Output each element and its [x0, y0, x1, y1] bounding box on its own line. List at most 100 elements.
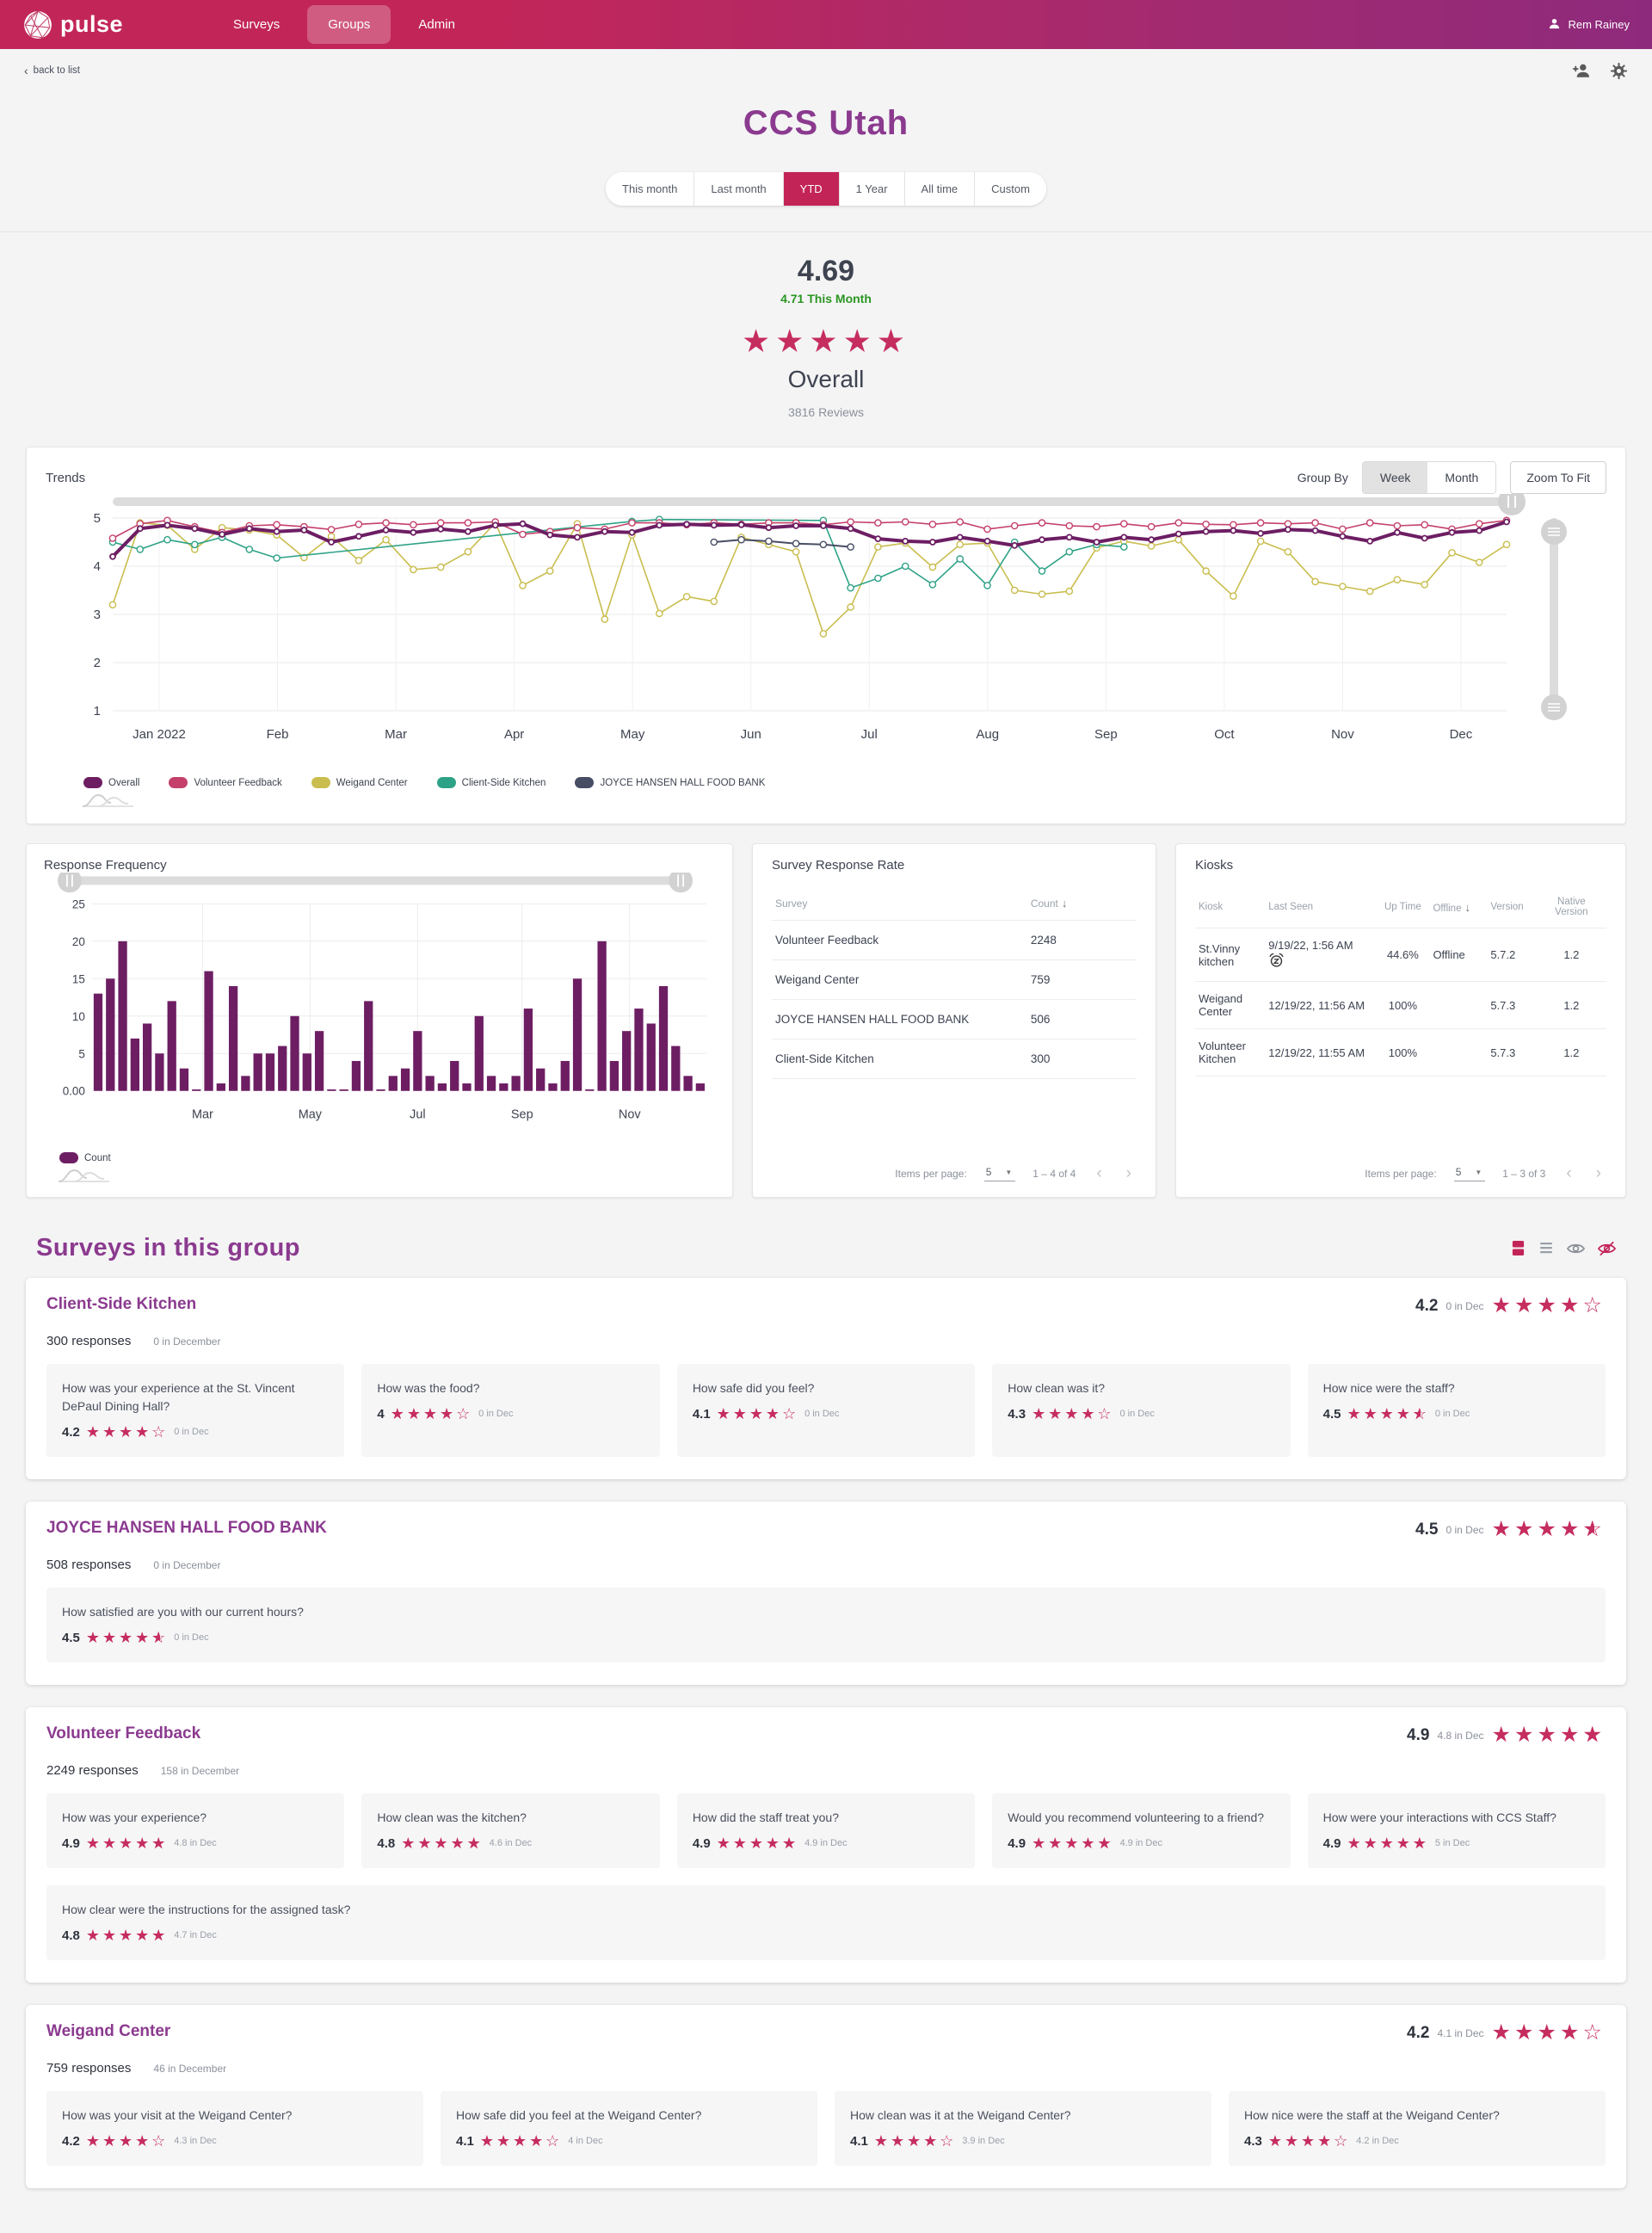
nav-item-surveys[interactable]: Surveys: [233, 17, 280, 32]
table-row[interactable]: JOYCE HANSEN HALL FOOD BANK 506: [772, 999, 1137, 1039]
h-scrollbar[interactable]: [69, 876, 681, 885]
survey-rating: 4.2 0 in Dec ★ ★ ★ ★ ☆: [1415, 1295, 1606, 1317]
star-icon: ★: [1491, 1293, 1511, 1317]
x-tick-label: Feb: [267, 727, 289, 742]
filter-this-month[interactable]: This month: [606, 172, 695, 206]
next-page-button[interactable]: ›: [1125, 1164, 1131, 1182]
list-view-icon[interactable]: [1538, 1241, 1554, 1256]
table-row[interactable]: Weigand Center 759: [772, 959, 1137, 1000]
series-joyce-hansen-hall-food-bank: [710, 535, 854, 551]
responses-in-month: 0 in December: [153, 1559, 221, 1571]
filter-last-month[interactable]: Last month: [694, 172, 784, 206]
h-scrollbar-handle[interactable]: [1498, 488, 1526, 515]
filter-all-time[interactable]: All time: [904, 172, 976, 206]
bar: [204, 971, 213, 1091]
previous-page-button[interactable]: ‹: [1096, 1164, 1102, 1182]
star-outline: ☆: [876, 323, 905, 359]
column-header-kiosk[interactable]: Kiosk: [1199, 902, 1224, 912]
trends-panel: Trends Group By Week Month Zoom To Fit 5 4…: [26, 447, 1626, 824]
gear-icon[interactable]: [1610, 62, 1628, 80]
rating-value: 4.2: [1407, 2023, 1430, 2042]
page-title: CCS Utah: [743, 104, 909, 142]
user-menu[interactable]: Rem Rainey: [1548, 17, 1630, 33]
star-icon: ★: [1048, 1835, 1063, 1852]
column-header-native-version[interactable]: Native Version: [1555, 897, 1588, 917]
table-row[interactable]: Volunteer Feedback 2248: [772, 920, 1137, 960]
score-reviews: 3816 Reviews: [788, 405, 864, 419]
table-cell: Volunteer Feedback: [772, 920, 1027, 960]
rating-note: 0 in Dec: [1446, 1299, 1484, 1312]
group-by-week[interactable]: Week: [1362, 462, 1428, 493]
star-icon: ★: [135, 1835, 150, 1852]
count-swatch: [59, 1152, 78, 1163]
cards-view-icon[interactable]: [1511, 1240, 1526, 1256]
next-page-button[interactable]: ›: [1595, 1164, 1601, 1182]
survey-title[interactable]: Weigand Center: [46, 2022, 171, 2040]
star-icon: ★: [1560, 1293, 1580, 1317]
kiosk-row[interactable]: St.Vinny kitchen 9/19/22, 1:56 AM 44.6% Off…: [1195, 928, 1606, 982]
v-scrollbar[interactable]: [1550, 518, 1558, 711]
h-scrollbar-handle[interactable]: [57, 868, 82, 893]
column-header-count[interactable]: Count ↓: [1030, 897, 1068, 910]
page-size-select[interactable]: 5 ▼: [1453, 1166, 1486, 1181]
y-tick-label: 1: [94, 704, 101, 719]
survey-title[interactable]: Client-Side Kitchen: [46, 1295, 197, 1313]
star-icon: ★: [439, 1405, 454, 1422]
column-header-up-time[interactable]: Up Time: [1384, 902, 1421, 912]
survey-rating: 4.5 0 in Dec ★ ★ ★ ★ ☆ ★: [1415, 1519, 1606, 1540]
x-tick-label: May: [620, 727, 645, 742]
back-to-list-link[interactable]: ‹ back to list: [24, 64, 80, 77]
h-scrollbar-handle[interactable]: [669, 868, 693, 893]
nav-item-groups[interactable]: Groups: [307, 5, 391, 44]
survey-title[interactable]: Volunteer Feedback: [46, 1724, 201, 1743]
bar: [560, 1060, 570, 1091]
star-icon: ★: [85, 2132, 100, 2150]
filter-1-year[interactable]: 1 Year: [839, 172, 905, 206]
sort-desc-icon: ↓: [1464, 900, 1470, 914]
nav-item-admin[interactable]: Admin: [418, 17, 455, 32]
legend-item-joyce-hansen-hall-food-bank: JOYCE HANSEN HALL FOOD BANK: [575, 777, 765, 788]
column-header-last-seen[interactable]: Last Seen: [1268, 902, 1314, 912]
v-scrollbar-handle[interactable]: [1541, 694, 1567, 720]
group-by-month[interactable]: Month: [1427, 462, 1496, 493]
user-icon: [1548, 17, 1561, 33]
filter-ytd[interactable]: YTD: [783, 172, 840, 206]
surveys-section-title: Surveys in this group: [36, 1234, 300, 1261]
rating-note: 0 in Dec: [174, 1632, 209, 1643]
star-icon: ★: [1301, 2132, 1316, 2150]
filter-custom[interactable]: Custom: [975, 172, 1046, 206]
column-header-offline[interactable]: Offline ↓: [1433, 900, 1470, 914]
star-icon: ★: [529, 2132, 544, 2150]
offline-cell: [1429, 981, 1488, 1029]
last-seen-value: 12/19/22, 11:56 AM: [1268, 998, 1365, 1012]
rating-note: 4.3 in Dec: [174, 2136, 217, 2146]
kiosk-row[interactable]: Volunteer Kitchen 12/19/22, 11:55 AM 100% 5…: [1195, 1028, 1606, 1076]
column-header-survey[interactable]: Survey: [775, 897, 808, 910]
eye-icon[interactable]: [1567, 1242, 1585, 1255]
kiosk-row[interactable]: Weigand Center 12/19/22, 11:56 AM 100% 5.7.…: [1195, 981, 1606, 1029]
survey-card-joyce-hansen-hall-food-bank: JOYCE HANSEN HALL FOOD BANK 4.5 0 in Dec ★ ★…: [26, 1502, 1626, 1685]
h-scrollbar[interactable]: [113, 497, 1512, 506]
brand[interactable]: pulse: [22, 9, 123, 40]
star-rating: ★ ★ ★ ★ ☆ ★: [1032, 1835, 1113, 1851]
star-icon: ★: [775, 323, 804, 359]
caret-down-icon: ▼: [1005, 1168, 1013, 1176]
question-list: How satisfied are you with our current h…: [46, 1588, 1606, 1662]
eye-off-icon[interactable]: [1598, 1241, 1616, 1256]
survey-title[interactable]: JOYCE HANSEN HALL FOOD BANK: [46, 1519, 327, 1537]
v-scrollbar-handle[interactable]: [1541, 519, 1567, 545]
zoom-to-fit-button[interactable]: Zoom To Fit: [1510, 461, 1606, 494]
star-icon: ☆: [940, 2132, 954, 2150]
star-icon: ★: [119, 1835, 133, 1852]
page-size-select[interactable]: 5 ▼: [983, 1166, 1016, 1181]
add-user-icon[interactable]: [1572, 61, 1591, 80]
previous-page-button[interactable]: ‹: [1566, 1164, 1572, 1182]
legend-label: JOYCE HANSEN HALL FOOD BANK: [600, 777, 766, 788]
rating-value: 4.5: [1322, 1406, 1341, 1422]
rating-note: 4.9 in Dec: [804, 1838, 848, 1848]
responses-count: 300 responses: [46, 1334, 132, 1348]
rating-note: 4.2 in Dec: [1356, 2136, 1399, 2146]
column-header-version[interactable]: Version: [1490, 902, 1524, 912]
table-row[interactable]: Client-Side Kitchen 300: [772, 1039, 1137, 1079]
card-header: Volunteer Feedback 4.9 4.8 in Dec ★ ★ ★ ★ ☆ ★: [46, 1724, 1606, 1746]
